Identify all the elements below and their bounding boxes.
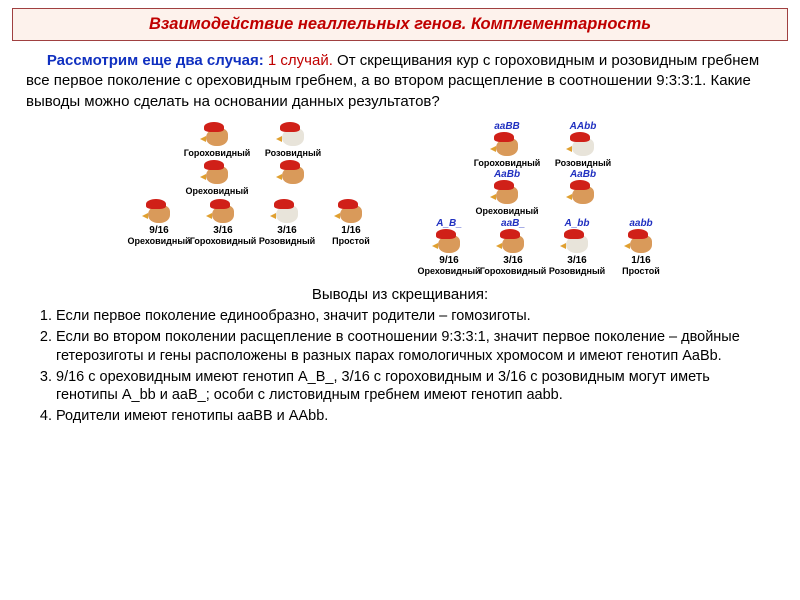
intro-case: 1 случай. xyxy=(268,52,333,69)
left-tree: Гороховидный Розовидный Ореховидный 9/16… xyxy=(130,122,380,278)
diagrams: Гороховидный Розовидный Ореховидный 9/16… xyxy=(12,122,788,278)
right-f1b: AaBb xyxy=(552,170,614,216)
left-f2-3: 1/16 Простой xyxy=(322,199,380,246)
chicken-icon xyxy=(144,199,174,225)
right-tree: aaBB Гороховидный AAbb Розовидный AaBb О… xyxy=(420,122,670,278)
conclusion-title: Выводы из скрещивания: xyxy=(12,286,788,303)
conclusion-item: Если первое поколение единообразно, знач… xyxy=(56,307,766,326)
right-f2-2: A_bb 3/16 Розовидный xyxy=(548,219,606,276)
intro-lead: Рассмотрим еще два случая: xyxy=(47,52,264,69)
left-p1: Гороховидный xyxy=(186,122,248,158)
chicken-icon xyxy=(272,199,302,225)
left-p2: Розовидный xyxy=(262,122,324,158)
chicken-icon xyxy=(562,229,592,255)
conclusion-item: Родители имеют генотипы aaBB и AAbb. xyxy=(56,407,766,426)
chicken-icon xyxy=(202,160,232,186)
chicken-icon xyxy=(208,199,238,225)
right-f2-1: aaB_ 3/16 Гороховидный xyxy=(484,219,542,276)
left-f1: Ореховидный xyxy=(186,160,248,196)
chicken-icon xyxy=(492,132,522,158)
page-title: Взаимодействие неаллельных генов. Компле… xyxy=(149,15,651,33)
left-f1b xyxy=(262,160,324,196)
right-p2: AAbb Розовидный xyxy=(552,122,614,168)
chicken-icon xyxy=(568,132,598,158)
conclusion-item: 9/16 с ореховидным имеют генотип A_B_, 3… xyxy=(56,368,766,406)
chicken-icon xyxy=(278,160,308,186)
left-f2-1: 3/16 Гороховидный xyxy=(194,199,252,246)
right-f2-3: aabb 1/16 Простой xyxy=(612,219,670,276)
chicken-icon xyxy=(568,180,598,206)
left-f2-2: 3/16 Розовидный xyxy=(258,199,316,246)
chicken-icon xyxy=(492,180,522,206)
conclusion-list: Если первое поколение единообразно, знач… xyxy=(56,307,766,426)
chicken-icon xyxy=(202,122,232,148)
intro-paragraph: Рассмотрим еще два случая: 1 случай. От … xyxy=(26,51,774,112)
right-f1: AaBb Ореховидный xyxy=(476,170,538,216)
right-f2-0: A_B_ 9/16 Ореховидный xyxy=(420,219,478,276)
chicken-icon xyxy=(336,199,366,225)
chicken-icon xyxy=(626,229,656,255)
conclusion-item: Если во втором поколении расщепление в с… xyxy=(56,328,766,366)
title-bar: Взаимодействие неаллельных генов. Компле… xyxy=(12,8,788,41)
chicken-icon xyxy=(434,229,464,255)
left-f2-0: 9/16 Ореховидный xyxy=(130,199,188,246)
chicken-icon xyxy=(278,122,308,148)
right-p1: aaBB Гороховидный xyxy=(476,122,538,168)
chicken-icon xyxy=(498,229,528,255)
